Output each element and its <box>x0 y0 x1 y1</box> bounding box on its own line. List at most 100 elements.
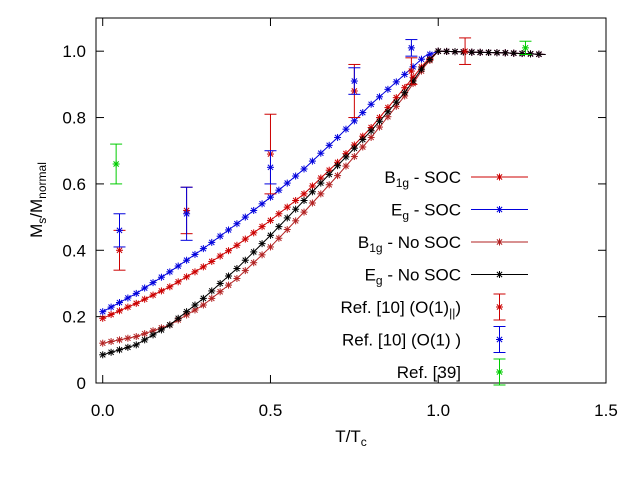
data-point <box>233 220 241 228</box>
data-point <box>132 289 140 297</box>
data-point <box>485 49 493 57</box>
data-point <box>225 247 233 255</box>
data-point <box>115 307 123 315</box>
data-point <box>174 262 182 270</box>
data-point <box>367 133 375 141</box>
data-point <box>99 339 107 347</box>
data-point <box>417 65 425 73</box>
data-point <box>258 251 266 259</box>
data-point <box>99 308 107 316</box>
data-point <box>183 256 191 264</box>
data-point <box>141 336 149 344</box>
data-point <box>124 303 132 311</box>
data-point <box>107 338 115 346</box>
data-point <box>275 223 283 231</box>
data-point <box>225 281 233 289</box>
data-point <box>124 334 132 342</box>
series-5 <box>113 39 418 248</box>
data-point <box>384 85 392 93</box>
data-point <box>199 263 207 271</box>
y-axis-title: Ms/Mnormal <box>27 162 49 238</box>
x-tick-label: 1.0 <box>426 401 450 420</box>
data-point <box>334 133 342 141</box>
data-point <box>183 210 191 218</box>
data-point <box>407 67 415 75</box>
data-point <box>283 179 291 187</box>
data-point <box>124 294 132 302</box>
series-6 <box>110 40 532 185</box>
data-point <box>266 243 274 251</box>
data-point <box>392 102 400 110</box>
data-point <box>241 256 249 264</box>
data-point <box>241 235 249 243</box>
data-point <box>266 216 274 224</box>
data-point <box>392 78 400 86</box>
data-point <box>112 160 120 168</box>
series-layer <box>99 37 546 359</box>
data-point <box>132 333 140 341</box>
data-point <box>350 77 358 85</box>
legend-label: Ref. [39] <box>397 363 461 382</box>
data-point <box>342 153 350 161</box>
data-point <box>283 214 291 222</box>
data-point <box>166 268 174 276</box>
data-point <box>325 170 333 178</box>
data-point <box>250 229 258 237</box>
data-point <box>258 223 266 231</box>
data-point <box>521 44 529 52</box>
data-point <box>308 182 316 190</box>
data-point <box>367 100 375 108</box>
data-point <box>266 163 274 171</box>
data-point <box>216 288 224 296</box>
data-point <box>468 48 476 56</box>
data-point <box>157 287 165 295</box>
data-point <box>191 250 199 258</box>
data-point <box>407 44 415 52</box>
data-point <box>250 259 258 267</box>
data-point <box>476 48 484 56</box>
legend-sample-marker <box>496 238 503 246</box>
data-point <box>359 109 367 117</box>
y-tick-label: 1.0 <box>62 42 86 61</box>
data-point <box>283 226 291 234</box>
legend-sample-marker <box>496 368 503 376</box>
data-point <box>124 343 132 351</box>
data-point <box>166 321 174 329</box>
data-point <box>501 49 509 57</box>
data-point <box>451 48 459 56</box>
data-point <box>99 351 107 359</box>
plot-frame <box>95 17 607 384</box>
legend-sample-marker <box>496 271 503 278</box>
y-tick-label: 0.2 <box>62 308 86 327</box>
data-point <box>157 326 165 334</box>
axis-ticks: 0.0 0.5 1.0 1.5 0 0.2 0.4 0.6 0.8 1.0 <box>62 18 618 420</box>
data-point <box>325 181 333 189</box>
legend: B1g - SOC Eg - SOC B1g - No SOC Eg - No SOC… <box>340 168 528 386</box>
data-point <box>115 246 123 254</box>
data-point <box>275 186 283 194</box>
data-point <box>392 98 400 106</box>
data-point <box>208 287 216 295</box>
data-point <box>359 143 367 151</box>
legend-label: B1g - No SOC <box>358 233 461 255</box>
legend-sample-marker <box>496 206 503 213</box>
data-point <box>317 179 325 187</box>
data-point <box>132 341 140 349</box>
data-point <box>401 89 409 97</box>
data-point <box>292 205 300 213</box>
series-2 <box>99 47 546 347</box>
data-point <box>325 141 333 149</box>
data-point <box>208 294 216 302</box>
data-point <box>292 217 300 225</box>
legend-label: Ref. [10] (O(1) ) <box>342 331 461 350</box>
data-point <box>132 299 140 307</box>
data-point <box>199 301 207 309</box>
data-point <box>266 231 274 239</box>
data-point <box>216 252 224 260</box>
data-point <box>183 308 191 316</box>
data-point <box>191 301 199 309</box>
data-point <box>275 234 283 242</box>
data-point <box>241 267 249 275</box>
data-point <box>342 162 350 170</box>
